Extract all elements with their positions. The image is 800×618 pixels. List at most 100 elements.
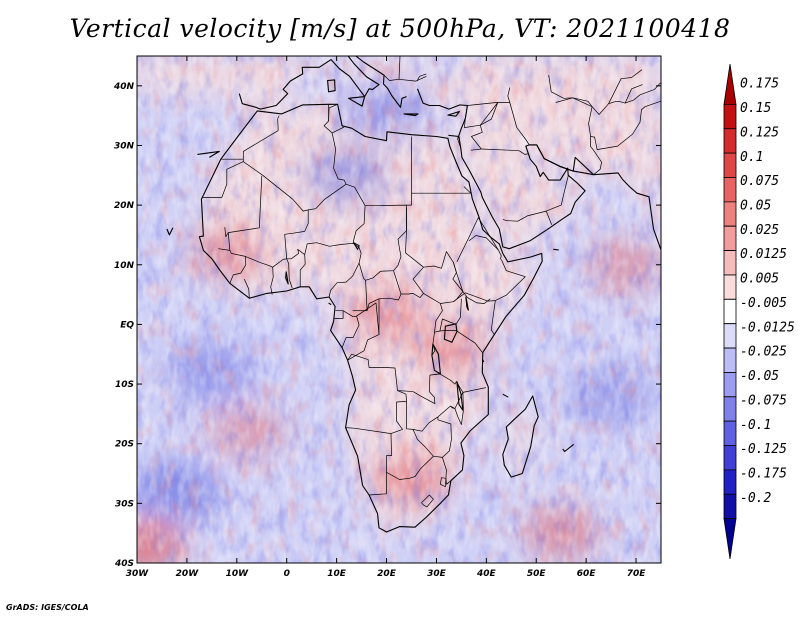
border-line [454,392,464,425]
border-line [495,259,526,301]
border-line [416,73,427,82]
colorbar-label: -0.125 [740,442,787,457]
colorbar-label: 0.1 [740,150,763,165]
colorbar-swatch [723,469,737,495]
lon-tick-label: 20E [377,569,397,579]
border-line [507,87,511,103]
border-line [421,494,434,508]
colorbar-swatch [723,152,737,178]
coast-mascarene [562,443,575,453]
border-line [464,102,530,146]
coast-africa [198,103,543,533]
lat-tick-label: 30N [114,141,135,151]
colorbar-label: 0.075 [740,174,779,189]
lat-tick-label: 10N [114,261,135,271]
lat-tick-label: EQ [120,320,134,330]
longitude-axis: 30W 20W 10W 0 10E 20E 30E 40E 50E 60E 70E [126,56,646,579]
coast-zanzibar [481,358,485,363]
border-line [590,136,602,175]
coast-canaries [197,150,220,158]
colorbar-label: 0.0125 [740,247,787,262]
border-line [555,97,661,150]
lon-tick-label: 40E [476,569,497,579]
colorbar-label: -0.2 [740,491,771,506]
coast-cyprus [447,110,460,117]
colorbar-label: 0.05 [740,198,771,213]
noise-white-streaks [137,56,661,563]
colorbar-swatch [723,225,737,251]
vertical-velocity-field [137,56,695,563]
border-line [412,416,452,458]
border-line [345,183,366,244]
lat-tick-label: 10S [115,380,134,390]
colorbar-swatch [723,177,737,203]
border-line [383,56,401,81]
lon-tick-label: 30W [126,569,150,579]
colorbar-swatch [723,347,737,373]
colorbar-swatch [723,274,737,300]
colorbar-swatch [723,420,737,446]
coast-sardinia [327,79,336,93]
colorbar-label: -0.025 [740,345,787,360]
colorbar-label: -0.175 [740,467,787,482]
colorbar-swatch [723,298,737,325]
colorbar-swatch [723,372,737,398]
border-line [434,292,496,333]
border-line [229,250,247,284]
lake-tanganyika [431,343,441,375]
lake-malawi [456,381,464,411]
lake-chad [353,242,360,250]
coast-arabia [448,134,661,251]
footer-credit: GrADS: IGES/COLA [6,603,89,612]
colorbar-swatch [723,250,737,276]
border-line [468,235,499,251]
colorbar-label: 0.15 [740,101,771,116]
border-line [286,258,293,289]
colorbar-swatch [723,493,737,520]
lon-tick-label: 30E [427,569,447,579]
colorbar-swatch [723,518,737,560]
border-line [397,373,440,405]
colorbar-swatch [723,445,737,471]
coast-sri [686,280,695,284]
coast-comoros [502,393,509,398]
border-line [243,278,250,299]
lat-tick-label: 30S [115,499,134,509]
colorbar-label: 0.175 [740,77,779,92]
border-line [369,433,392,496]
border-line [341,310,360,348]
border-line [481,148,529,155]
colorbar-swatch [723,396,737,422]
border-line [345,353,407,434]
border-line [284,209,309,259]
border-line [624,84,643,104]
lake-victoria [443,323,458,343]
border-line [479,102,499,126]
coast-crete [403,113,419,117]
coast-sicily [348,96,366,107]
border-line [406,136,412,206]
lat-tick-label: 20S [115,440,134,450]
coast-europe [238,56,407,110]
colorbar-label: 0.025 [740,223,779,238]
border-line [304,242,362,298]
lon-tick-label: 20W [176,569,200,579]
coast-turkey [416,88,468,139]
border-line [546,175,569,212]
border-line [464,124,483,151]
colorbar: 0.175 0.15 0.125 0.1 0.075 0.05 0.025 0.0125 0.0… [723,63,795,560]
border-line [456,217,502,262]
coast-capeVerde [166,227,174,236]
lon-tick-label: 10W [226,569,250,579]
colorbar-swatch [723,323,737,349]
border-line [242,130,279,160]
lake-volta [285,271,289,285]
lake-turkana [465,296,469,311]
lat-tick-label: 40N [113,82,135,92]
lon-tick-label: 70E [627,569,647,579]
border-line [347,302,380,361]
colorbar-label: -0.005 [740,296,787,311]
border-line [386,455,434,480]
colorbar-swatch [723,63,737,105]
border-line [358,208,407,281]
